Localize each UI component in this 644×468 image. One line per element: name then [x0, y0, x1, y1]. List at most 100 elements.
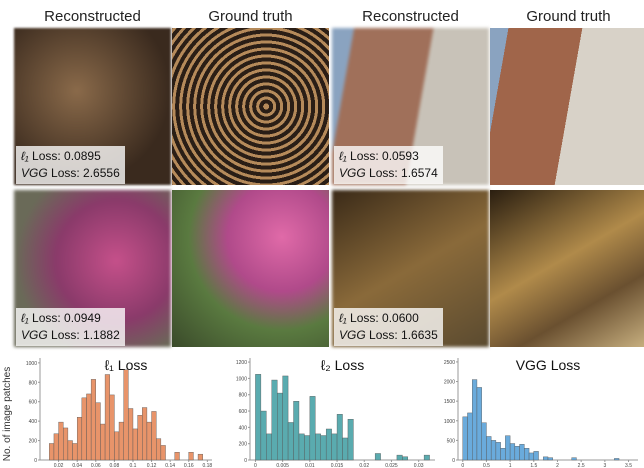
loss-word: Loss:	[350, 149, 379, 163]
photo	[172, 190, 329, 347]
loss-value: 0.0600	[382, 311, 419, 325]
y-tick-label: 400	[29, 419, 38, 425]
x-tick-label: 0.005	[276, 463, 289, 468]
loss-line: VGG Loss: 1.1882	[21, 327, 120, 344]
x-tick-label: 0.18	[202, 463, 212, 468]
bar	[533, 451, 539, 461]
bar	[63, 427, 69, 461]
bar	[528, 452, 534, 461]
x-tick-label: 0.015	[331, 463, 344, 468]
bar	[490, 440, 497, 461]
bar	[304, 435, 311, 461]
bar	[514, 446, 520, 461]
bar	[53, 433, 59, 461]
loss-word: Loss:	[51, 166, 80, 180]
loss-word: Loss:	[369, 328, 398, 342]
y-tick-label: 800	[29, 380, 38, 386]
bar	[293, 401, 300, 461]
loss-box: ℓ₁ Loss: 0.0593 VGG Loss: 1.6574	[334, 146, 443, 184]
bar	[123, 369, 129, 461]
bar	[118, 421, 124, 461]
y-tick-label: 600	[239, 409, 248, 415]
bar	[423, 454, 430, 461]
bar	[282, 375, 289, 461]
x-tick-label: 0.02	[54, 463, 64, 468]
metric-name: VGG	[339, 328, 366, 342]
x-tick-label: 0.06	[91, 463, 101, 468]
y-tick-label: 500	[447, 438, 456, 444]
x-tick-label: 0	[254, 463, 257, 468]
bar	[58, 421, 64, 461]
bar	[156, 438, 162, 461]
bar	[142, 407, 148, 461]
x-tick-label: 0.02	[359, 463, 369, 468]
bar	[188, 452, 194, 461]
bar	[462, 416, 468, 461]
bar	[109, 394, 115, 461]
bar	[486, 436, 492, 461]
loss-value: 0.0593	[382, 149, 419, 163]
y-tick-label: 200	[29, 439, 38, 445]
x-tick-label: 3.5	[625, 463, 632, 468]
loss-value: 2.6556	[83, 166, 120, 180]
x-tick-label: 2	[556, 463, 559, 468]
bar	[571, 457, 577, 461]
bar	[331, 433, 338, 461]
bar	[476, 387, 482, 461]
y-tick-label: 600	[29, 400, 38, 406]
y-tick-label: 400	[239, 425, 248, 431]
loss-line: VGG Loss: 1.6635	[339, 327, 438, 344]
chart-title: ℓ₂ Loss	[321, 357, 364, 373]
x-tick-label: 3	[603, 463, 606, 468]
bar	[137, 415, 143, 461]
loss-line: VGG Loss: 1.6574	[339, 165, 438, 182]
y-tick-label: 2500	[444, 360, 455, 366]
bar	[509, 443, 516, 461]
loss-line: ℓ₁ Loss: 0.0949	[21, 310, 120, 327]
bar	[336, 414, 343, 461]
x-tick-label: 1	[509, 463, 512, 468]
loss-value: 1.1882	[83, 328, 120, 342]
loss-word: Loss:	[32, 311, 61, 325]
bar	[402, 456, 408, 461]
y-tick-label: 1200	[236, 360, 247, 366]
bar	[260, 410, 267, 461]
metric-name: VGG	[339, 166, 366, 180]
bar	[197, 453, 203, 461]
bar	[160, 445, 166, 461]
bar	[500, 448, 506, 461]
bar	[467, 412, 473, 461]
y-tick-label: 800	[239, 393, 248, 399]
bar	[547, 457, 553, 461]
bar	[543, 456, 549, 461]
x-tick-label: 0.03	[414, 463, 424, 468]
bar	[614, 458, 620, 461]
loss-box: ℓ₁ Loss: 0.0895 VGG Loss: 2.6556	[16, 146, 125, 184]
y-tick-label: 0	[34, 458, 37, 464]
column-header: Reconstructed	[44, 8, 141, 25]
bar	[347, 419, 354, 461]
x-tick-label: 0.025	[385, 463, 398, 468]
x-tick-label: 0.5	[483, 463, 490, 468]
bar	[100, 423, 106, 461]
loss-word: Loss:	[51, 328, 80, 342]
bar	[287, 422, 294, 461]
bar	[315, 433, 321, 461]
y-tick-label: 1000	[26, 361, 37, 367]
chart-title: VGG Loss	[516, 357, 581, 373]
metric-name: ℓ₁	[21, 149, 29, 163]
y-tick-label: 200	[239, 442, 248, 448]
metric-name: VGG	[21, 328, 48, 342]
bar	[104, 374, 110, 461]
bar	[495, 442, 501, 461]
bar	[325, 428, 332, 461]
bar	[277, 392, 283, 461]
bar	[320, 435, 327, 461]
bar	[271, 379, 278, 461]
bar	[309, 396, 316, 461]
bar	[151, 411, 157, 461]
bar	[481, 422, 487, 461]
loss-line: ℓ₁ Loss: 0.0895	[21, 148, 120, 165]
bar	[472, 379, 478, 461]
